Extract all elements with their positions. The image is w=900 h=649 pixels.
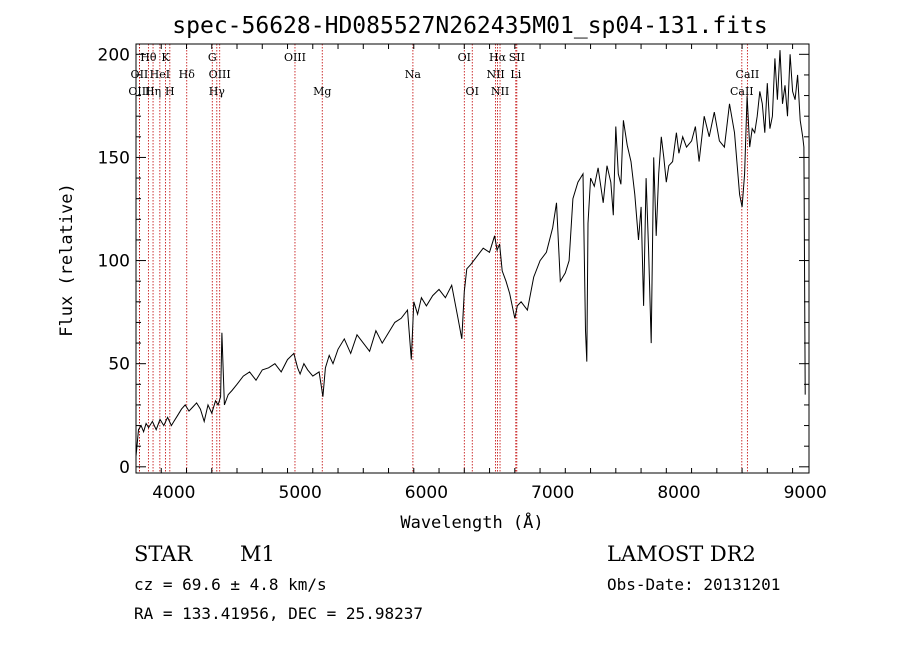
survey-name: LAMOST DR2 — [607, 542, 756, 566]
line-label: K — [161, 51, 170, 64]
observation-date: Obs-Date: 20131201 — [607, 575, 780, 594]
x-tick-label: 5000 — [279, 483, 322, 503]
x-tick-label: 4000 — [152, 483, 195, 503]
line-label: NII — [486, 68, 504, 81]
line-label: H — [165, 85, 175, 98]
line-label: SII — [509, 51, 525, 64]
line-label: Hθ — [140, 51, 157, 64]
object-subclass: M1 — [240, 542, 275, 566]
plot-frame — [135, 43, 810, 474]
x-tick-label: 8000 — [657, 483, 700, 503]
x-tick-label: 9000 — [784, 483, 827, 503]
line-label: Hγ — [209, 85, 226, 98]
line-label: OI — [458, 51, 471, 64]
line-label: OIII — [128, 85, 150, 98]
line-label: OIII — [284, 51, 306, 64]
spectrum-series-line — [135, 50, 806, 457]
line-markers — [139, 44, 748, 473]
line-label: OI — [466, 85, 479, 98]
y-axis-label: Flux (relative) — [57, 183, 77, 337]
x-tick-label: 7000 — [531, 483, 574, 503]
line-label: Li — [510, 68, 521, 81]
line-label: NII — [491, 85, 509, 98]
y-tick-label: 200 — [98, 45, 130, 65]
object-class: STAR — [134, 542, 193, 566]
line-label: G — [208, 51, 217, 64]
line-label: OIII — [209, 68, 231, 81]
line-label: HeI — [150, 68, 170, 81]
line-label: Hη — [145, 85, 161, 98]
y-tick-label: 100 — [98, 252, 130, 272]
line-label: Hδ — [179, 68, 196, 81]
y-tick-label: 50 — [108, 355, 130, 375]
x-tick-label: 6000 — [405, 483, 448, 503]
y-tick-label: 150 — [98, 148, 130, 168]
x-axis-label: Wavelength (Å) — [400, 511, 543, 533]
line-label: CaII — [730, 85, 754, 98]
axis-ticks: 4000 5000 6000 7000 8000 9000 0 50 100 150 200 — [98, 44, 827, 503]
line-label: Hα — [489, 51, 507, 64]
line-label: Na — [405, 68, 422, 81]
ra-dec: RA = 133.41956, DEC = 25.98237 — [134, 604, 423, 623]
redshift-cz: cz = 69.6 ± 4.8 km/s — [134, 575, 327, 594]
line-label: Mg — [313, 85, 331, 98]
chart-title: spec-56628-HD085527N262435M01_sp04-131.f… — [172, 13, 767, 39]
y-tick-label: 0 — [119, 458, 130, 478]
line-label: CaII — [736, 68, 760, 81]
